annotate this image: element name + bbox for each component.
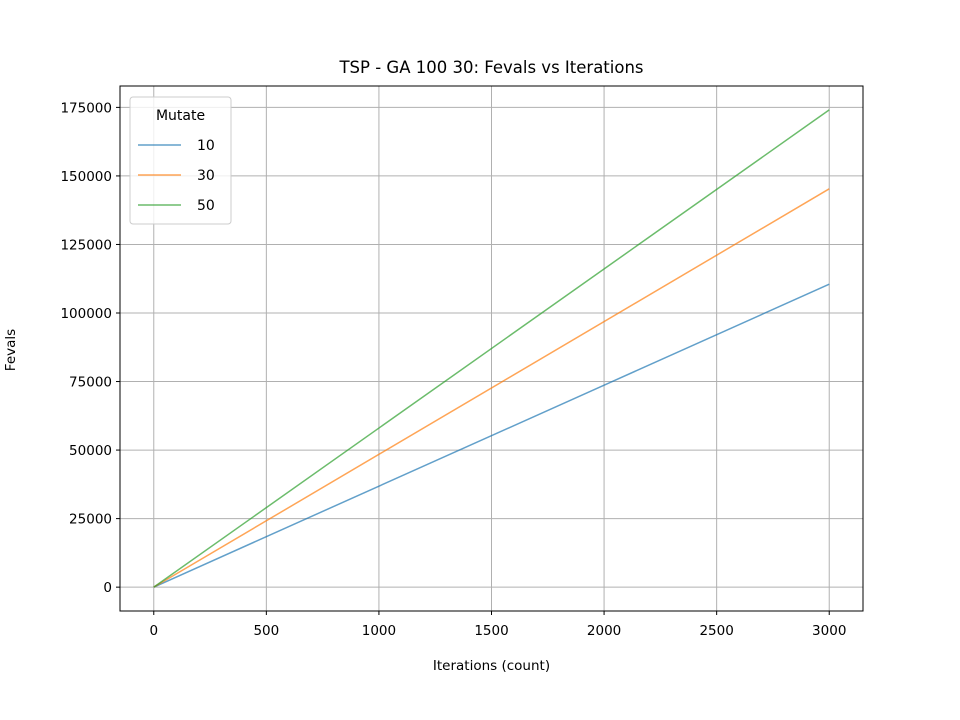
x-tick-label: 1000 [362, 623, 396, 639]
legend-entries: 10 30 50 [138, 138, 215, 214]
series-line-10 [153, 283, 830, 588]
x-tick-label: 500 [253, 623, 279, 639]
y-tick-label: 100000 [60, 306, 112, 322]
y-tick-label: 0 [103, 580, 112, 596]
y-tick-label: 150000 [60, 169, 112, 185]
x-tick-label: 2500 [699, 623, 733, 639]
legend-label: 10 [197, 138, 215, 154]
grid [120, 86, 863, 611]
legend-label: 50 [197, 198, 215, 214]
y-tick-label: 125000 [60, 237, 112, 253]
legend-title: Mutate [156, 108, 205, 124]
x-axis-label: Iterations (count) [433, 658, 550, 674]
x-axis-ticks: 0 500 1000 1500 2000 2500 3000 [149, 611, 846, 639]
x-tick-label: 3000 [812, 623, 846, 639]
y-axis-label: Fevals [3, 329, 19, 371]
legend-label: 30 [197, 168, 215, 184]
y-axis-ticks: 0 25000 50000 75000 100000 125000 150000 175000 [60, 100, 120, 596]
series-lines [153, 109, 830, 588]
series-line-50 [153, 109, 830, 588]
legend-box [129, 96, 232, 225]
y-tick-label: 75000 [69, 375, 112, 391]
legend: Mutate 10 30 50 [129, 96, 232, 225]
y-tick-label: 175000 [60, 100, 112, 116]
chart-title: TSP - GA 100 30: Fevals vs Iterations [338, 58, 643, 77]
x-tick-label: 2000 [587, 623, 621, 639]
y-tick-label: 25000 [69, 512, 112, 528]
y-tick-label: 50000 [69, 443, 112, 459]
series-line-30 [153, 188, 830, 588]
x-tick-label: 0 [149, 623, 158, 639]
x-tick-label: 1500 [474, 623, 508, 639]
